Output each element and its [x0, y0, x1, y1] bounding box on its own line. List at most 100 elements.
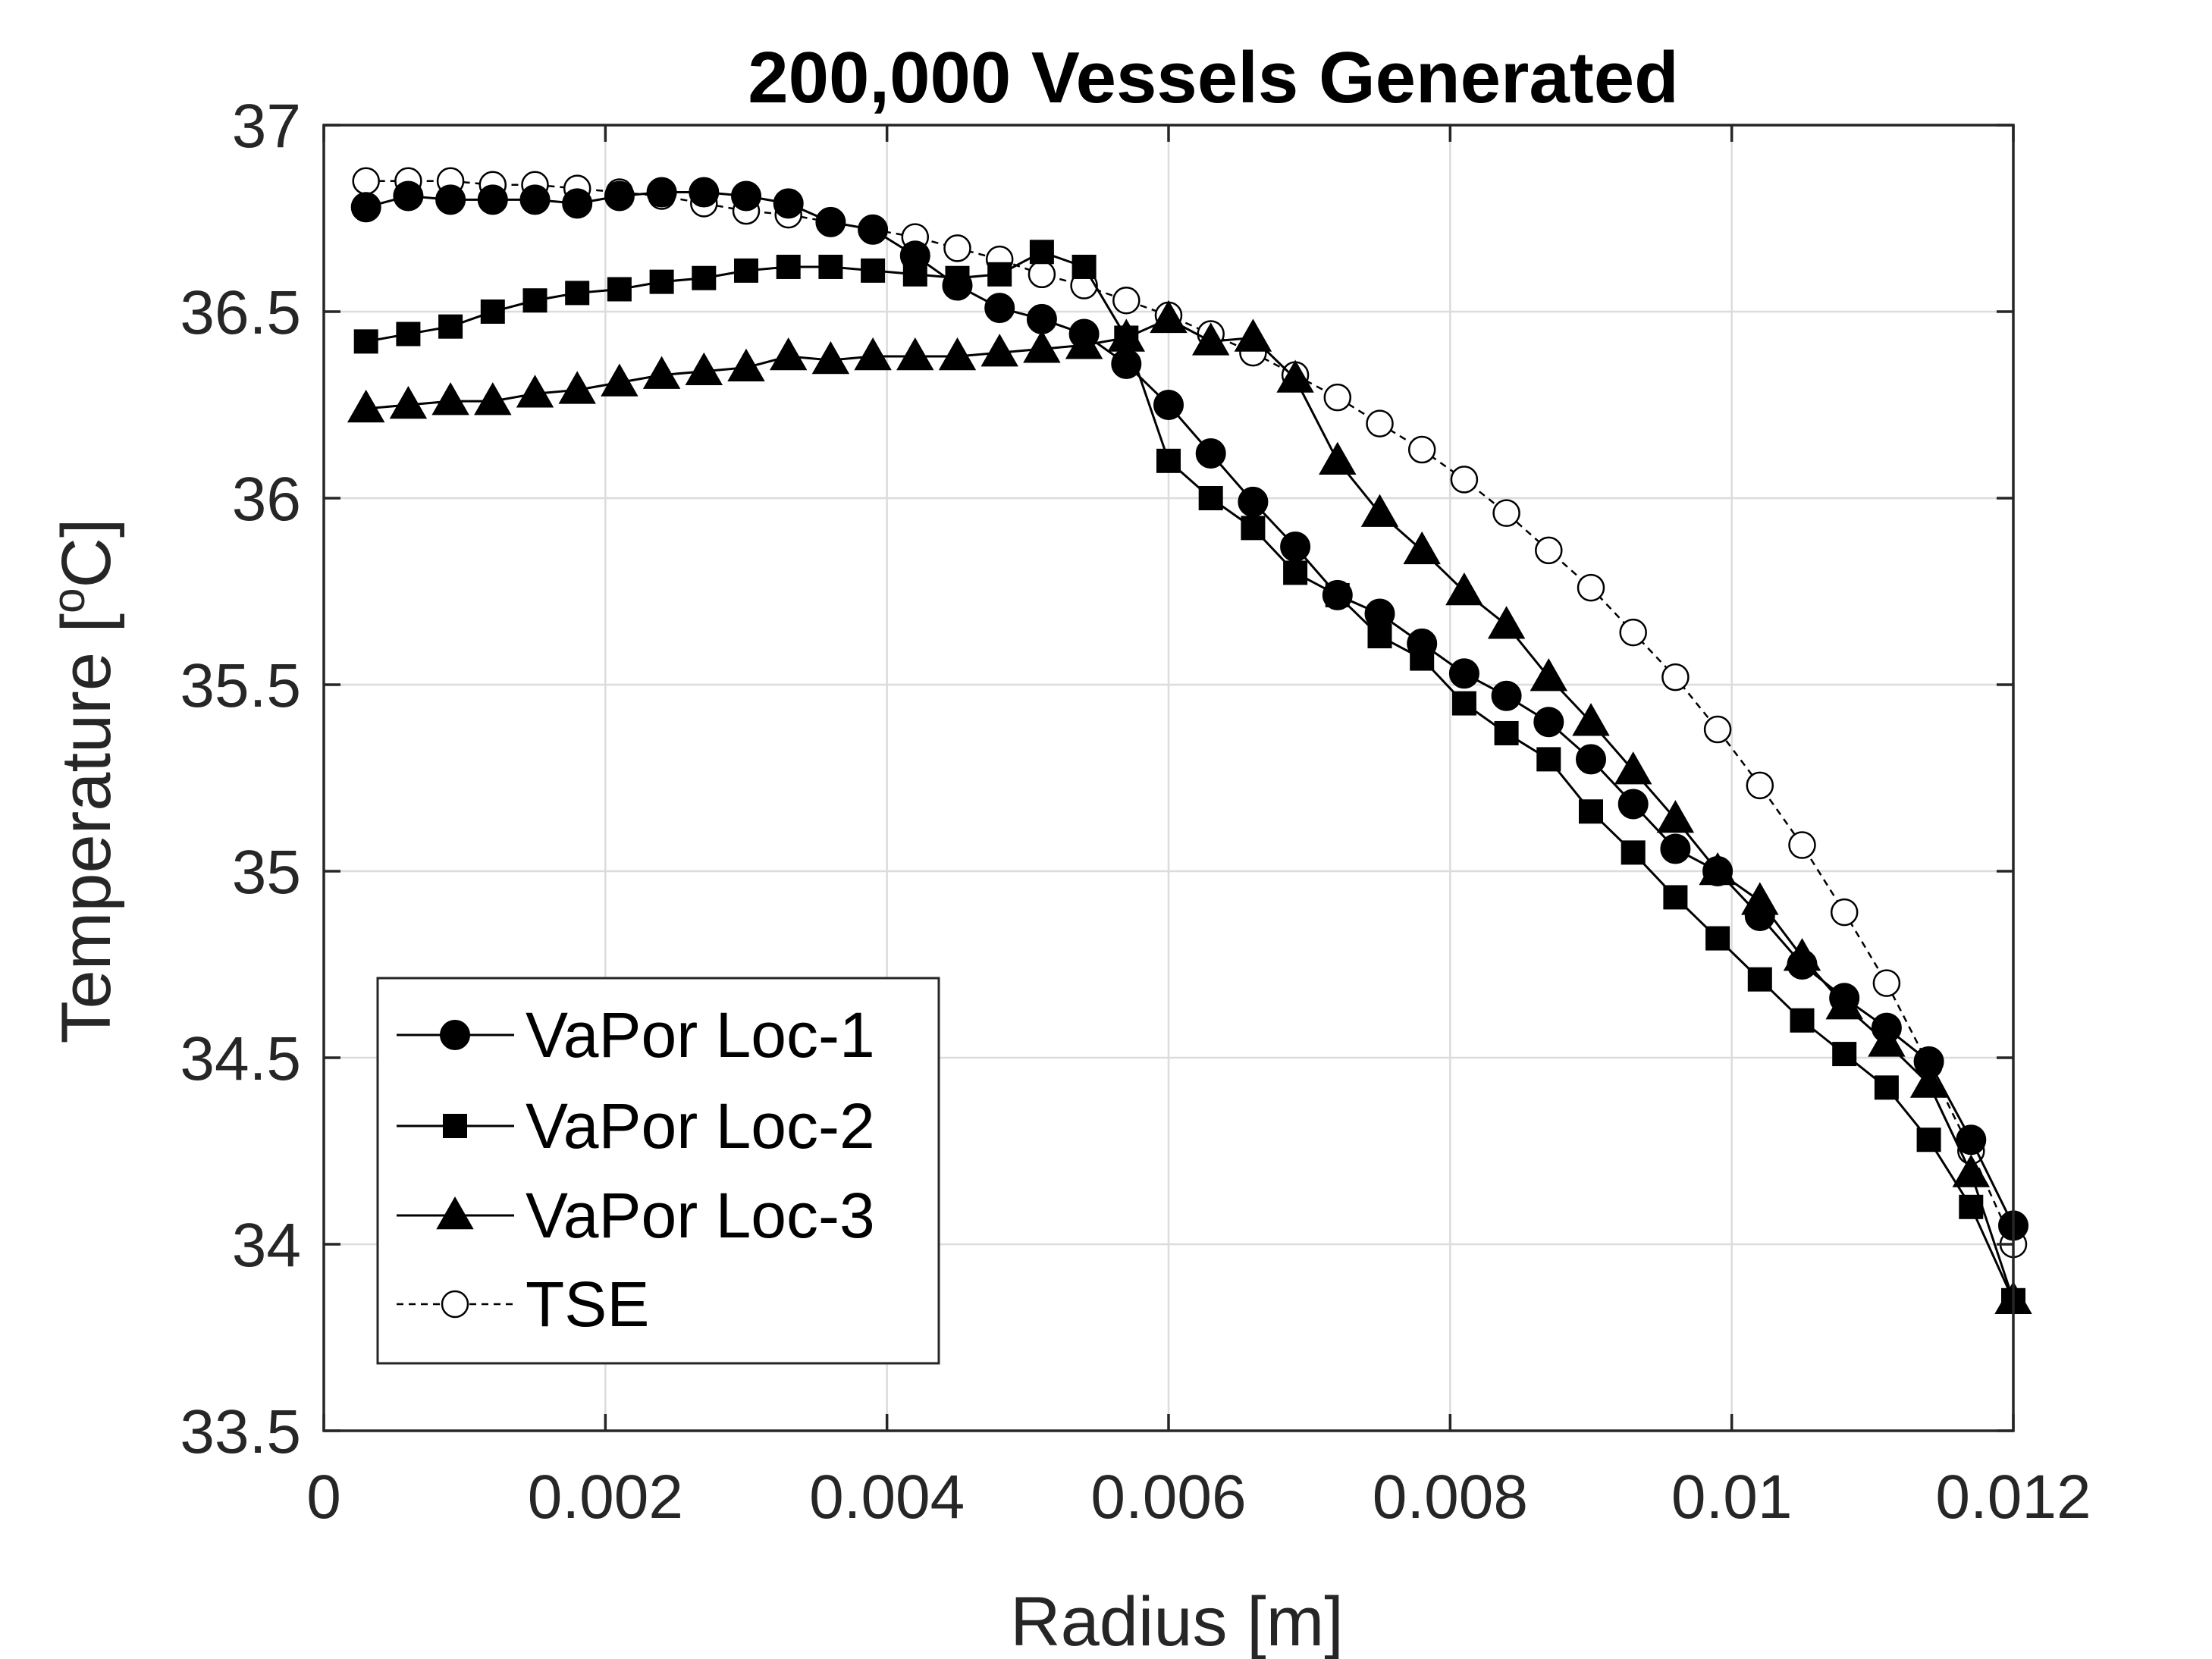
data-point — [1403, 531, 1441, 565]
data-point — [1322, 579, 1353, 610]
data-point — [1111, 348, 1142, 379]
data-point — [938, 337, 977, 371]
data-point — [1451, 691, 1476, 716]
legend-label: VaPor Loc-3 — [526, 1180, 875, 1251]
data-point — [1660, 833, 1691, 864]
legend-marker — [443, 1114, 467, 1138]
legend-box — [376, 977, 940, 1365]
series-line — [366, 180, 2015, 1245]
data-point — [1909, 1065, 1948, 1098]
y-tick-label: 34.5 — [180, 1024, 301, 1093]
series-vapor-loc-1 — [350, 177, 2028, 1241]
data-point — [1829, 983, 1860, 1014]
data-point — [896, 337, 934, 371]
data-point — [1830, 898, 1859, 927]
data-point — [854, 337, 892, 371]
data-point — [646, 177, 677, 208]
data-point — [685, 352, 723, 385]
data-point — [1028, 260, 1056, 289]
data-point — [1364, 598, 1395, 629]
data-point — [1195, 437, 1226, 469]
data-point — [474, 382, 512, 416]
y-axis-label-main: Temperature [ — [48, 613, 125, 1044]
data-point — [604, 180, 635, 212]
y-tick-label: 35.5 — [180, 651, 301, 720]
x-tick-label: 0.002 — [528, 1463, 683, 1532]
data-point — [1871, 1012, 1902, 1043]
data-point — [480, 299, 505, 324]
legend: VaPor Loc-1 VaPor Loc-2 VaPor Loc-3 TSE — [376, 977, 940, 1365]
data-point — [1491, 680, 1522, 711]
data-point — [1112, 286, 1141, 315]
data-point — [1788, 831, 1816, 859]
data-point — [811, 340, 850, 375]
data-point — [1533, 707, 1564, 738]
data-point — [1572, 703, 1610, 736]
data-point — [1198, 486, 1223, 510]
data-point — [731, 180, 761, 212]
data-point — [1448, 658, 1479, 689]
data-point — [516, 375, 554, 408]
data-point — [389, 385, 428, 419]
data-point — [1790, 1008, 1815, 1033]
data-point — [477, 184, 508, 215]
data-point — [1450, 466, 1479, 494]
data-point — [1705, 926, 1730, 951]
legend-label: TSE — [526, 1269, 649, 1340]
series-line — [366, 191, 2015, 1227]
data-point — [396, 321, 421, 347]
data-point — [734, 258, 758, 283]
series-line — [366, 318, 2015, 1301]
data-point — [1535, 536, 1563, 565]
data-point — [1874, 1075, 1899, 1100]
data-point — [1445, 572, 1483, 606]
data-point — [1702, 856, 1734, 886]
y-tick-label: 35 — [232, 838, 301, 907]
data-point — [642, 356, 681, 389]
data-point — [1280, 531, 1311, 562]
y-tick-label: 34 — [232, 1211, 301, 1280]
data-point — [393, 180, 424, 212]
data-point — [984, 293, 1015, 324]
data-point — [1023, 330, 1061, 363]
data-point — [1579, 799, 1603, 824]
x-tick-label: 0.008 — [1373, 1463, 1528, 1532]
data-point — [1661, 663, 1690, 692]
data-point — [350, 192, 381, 223]
data-point — [1283, 560, 1308, 585]
data-point — [562, 188, 593, 219]
data-point — [1492, 499, 1520, 527]
data-point — [1536, 747, 1561, 772]
data-point — [1068, 318, 1100, 350]
data-point — [1956, 1124, 1987, 1156]
data-point — [431, 382, 469, 416]
data-point — [769, 337, 808, 371]
series-layer — [347, 167, 2032, 1315]
data-point — [1071, 254, 1097, 279]
data-point — [1150, 299, 1188, 334]
data-point — [522, 288, 548, 313]
data-point — [347, 389, 385, 423]
data-point — [943, 234, 971, 262]
y-tick-label: 36 — [232, 465, 301, 534]
data-point — [1746, 771, 1774, 800]
data-point — [1360, 494, 1399, 527]
data-point — [1703, 715, 1732, 744]
data-point — [1747, 967, 1772, 992]
data-point — [1916, 1127, 1941, 1153]
tick-marks — [322, 124, 2015, 1432]
data-point — [818, 254, 843, 279]
data-point — [1238, 486, 1269, 517]
legend-entry: VaPor Loc-2 — [397, 1090, 875, 1162]
data-point — [861, 258, 886, 283]
legend-label: VaPor Loc-1 — [526, 999, 875, 1071]
data-point — [519, 184, 551, 215]
data-point — [1153, 390, 1184, 420]
y-axis-label-superscript: o — [43, 588, 94, 613]
data-point — [1621, 840, 1646, 865]
data-point — [1029, 240, 1054, 265]
y-tick-labels: 33.5 34 34.5 35 35.5 36 36.5 37 — [180, 92, 301, 1466]
data-point — [1959, 1194, 1984, 1219]
x-tick-label: 0.01 — [1671, 1463, 1793, 1532]
